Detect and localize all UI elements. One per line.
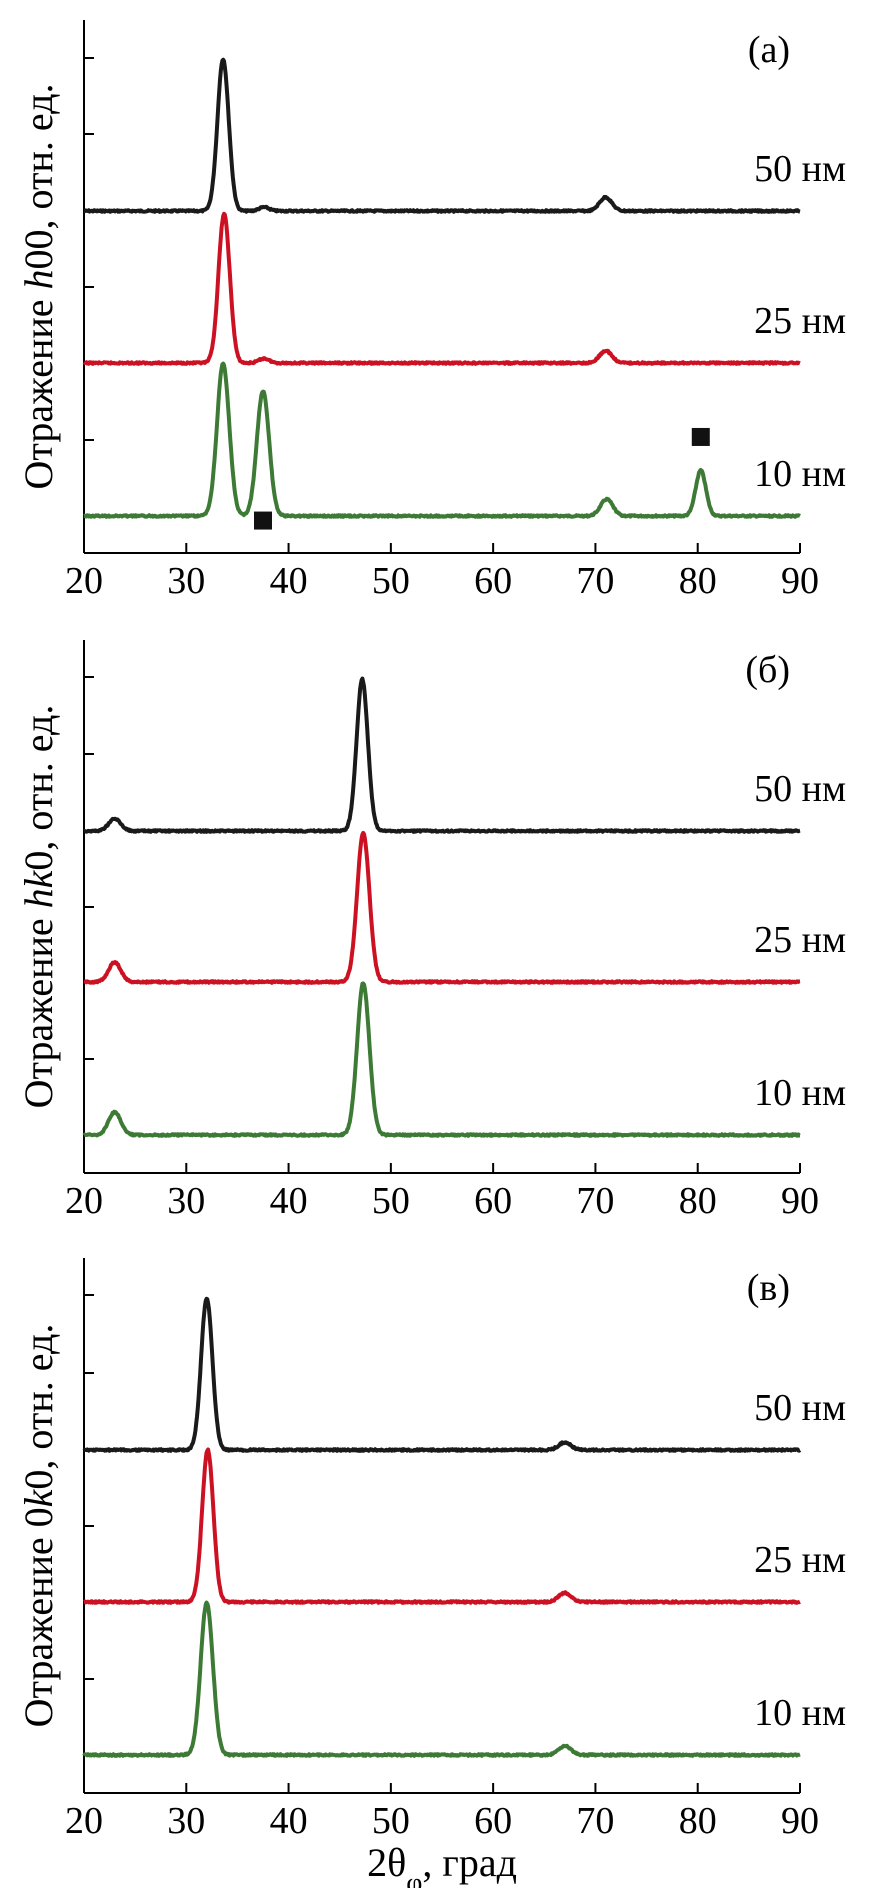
series-label-1: 50 нм xyxy=(754,1387,846,1429)
series-label-2: 25 нм xyxy=(754,300,846,342)
series-label-2: 25 нм xyxy=(754,1539,846,1581)
series-label-2: 25 нм xyxy=(754,919,846,961)
series-label-1: 50 нм xyxy=(754,768,846,810)
x-tick-label-20: 20 xyxy=(65,1800,103,1842)
x-tick-label-90: 90 xyxy=(781,560,819,602)
square-marker-2 xyxy=(691,427,710,446)
x-tick-label-20: 20 xyxy=(65,560,103,602)
x-tick-label-90: 90 xyxy=(781,1180,819,1222)
x-tick-label-60: 60 xyxy=(474,560,512,602)
series-line-3 xyxy=(82,981,802,1138)
x-tick-label-60: 60 xyxy=(474,1180,512,1222)
x-tick-label-50: 50 xyxy=(372,1800,410,1842)
x-axis-label: 2θφ, град xyxy=(367,1840,517,1888)
series-label-3: 10 нм xyxy=(754,1692,846,1734)
series-label-3: 10 нм xyxy=(754,1072,846,1114)
square-marker-1 xyxy=(254,511,272,530)
x-tick-label-30: 30 xyxy=(167,1180,205,1222)
chart-panel-1: 20 30 40 50 60 70 80 90 50 нм 25 нм 10 нм (a) Отраже… xyxy=(16,20,846,602)
y-axis-label: Отражение h00, отн. ед. xyxy=(16,84,61,490)
x-tick-label-40: 40 xyxy=(270,1180,308,1222)
chart-panel-2: 20 30 40 50 60 70 80 90 50 нм 25 нм 10 нм (б) Отраже… xyxy=(16,640,846,1222)
x-tick-label-30: 30 xyxy=(167,560,205,602)
series-label-1: 50 нм xyxy=(754,148,846,190)
panel-tag: (в) xyxy=(747,1267,790,1309)
panel-tag: (б) xyxy=(745,649,790,691)
panel-tag: (a) xyxy=(748,29,790,71)
chart-panel-3: 20 30 40 50 60 70 80 90 50 нм 25 нм 10 нм (в) Отраже… xyxy=(16,1258,846,1888)
series-line-2 xyxy=(82,830,802,985)
series-line-1 xyxy=(82,1296,802,1453)
series-line-3 xyxy=(82,1600,802,1758)
x-tick-label-70: 70 xyxy=(576,1800,614,1842)
x-tick-label-60: 60 xyxy=(474,1800,512,1842)
series-line-2 xyxy=(82,211,802,366)
series-line-1 xyxy=(82,57,802,214)
x-tick-label-90: 90 xyxy=(781,1800,819,1842)
x-tick-label-70: 70 xyxy=(576,1180,614,1222)
x-tick-label-80: 80 xyxy=(679,1800,717,1842)
x-tick-label-40: 40 xyxy=(270,1800,308,1842)
x-tick-label-50: 50 xyxy=(372,560,410,602)
x-tick-label-70: 70 xyxy=(576,560,614,602)
series-label-3: 10 нм xyxy=(754,453,846,495)
series-line-1 xyxy=(82,676,802,834)
series-line-2 xyxy=(82,1447,802,1605)
x-tick-label-30: 30 xyxy=(167,1800,205,1842)
x-tick-label-40: 40 xyxy=(270,560,308,602)
series-line-3 xyxy=(82,361,802,519)
x-tick-label-20: 20 xyxy=(65,1180,103,1222)
y-axis-label: Отражение hk0, отн. ед. xyxy=(16,705,61,1109)
x-tick-label-80: 80 xyxy=(679,1180,717,1222)
x-tick-label-80: 80 xyxy=(679,560,717,602)
x-tick-label-50: 50 xyxy=(372,1180,410,1222)
y-axis-label: Отражение 0k0, отн. ед. xyxy=(16,1324,61,1728)
